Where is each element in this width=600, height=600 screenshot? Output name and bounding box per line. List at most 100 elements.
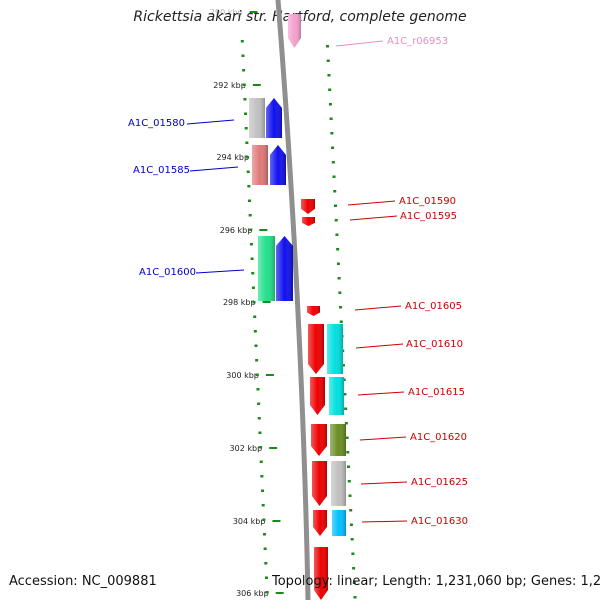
minor-tick-left: [246, 156, 250, 159]
label-leader-line: [360, 481, 408, 485]
minor-tick-right: [334, 219, 338, 222]
gene-arrow[interactable]: [314, 547, 328, 600]
minor-tick-left: [246, 170, 250, 173]
minor-tick-right: [345, 436, 349, 439]
minor-tick-left: [245, 141, 249, 144]
minor-tick-left: [259, 460, 263, 463]
cog-block[interactable]: [252, 145, 268, 185]
minor-tick-right: [347, 480, 351, 483]
minor-tick-left: [244, 112, 248, 115]
gene-label[interactable]: A1C_01615: [408, 387, 465, 398]
gene-label[interactable]: A1C_01580: [128, 118, 185, 129]
gene-label[interactable]: A1C_01600: [139, 267, 196, 278]
cog-block[interactable]: [327, 324, 343, 374]
minor-tick-left: [250, 257, 254, 260]
minor-tick-left: [264, 576, 268, 579]
gene-arrow[interactable]: [288, 14, 301, 48]
minor-tick-right: [327, 74, 331, 77]
label-leader-line: [335, 40, 384, 47]
minor-tick-right: [328, 103, 332, 106]
minor-tick-right: [348, 494, 352, 497]
minor-tick-left: [249, 228, 253, 231]
minor-tick-left: [241, 54, 245, 57]
gene-arrow[interactable]: [276, 236, 293, 301]
minor-tick-right: [335, 233, 339, 236]
gene-arrow[interactable]: [313, 510, 327, 536]
minor-tick-right: [350, 538, 354, 541]
minor-tick-right: [339, 306, 343, 309]
scale-tick-label: 290 kbp: [210, 8, 243, 17]
genome-stats: Topology: linear; Length: 1,231,060 bp; …: [272, 574, 600, 589]
scale-tick-label: 296 kbp: [220, 226, 253, 235]
gene-arrow[interactable]: [312, 461, 327, 506]
gene-arrow[interactable]: [308, 324, 324, 374]
gene-arrow[interactable]: [310, 377, 325, 415]
minor-tick-right: [344, 407, 348, 410]
scale-tick-label: 298 kbp: [223, 298, 256, 307]
minor-tick-left: [255, 359, 259, 362]
label-leader-line: [354, 305, 402, 311]
minor-tick-right: [326, 59, 330, 62]
minor-tick-left: [261, 489, 265, 492]
minor-tick-right: [326, 45, 329, 48]
label-leader-line: [347, 200, 396, 206]
minor-tick-right: [333, 204, 337, 207]
label-leader-line: [186, 119, 235, 125]
minor-tick-left: [254, 344, 258, 347]
minor-tick-right: [330, 132, 334, 135]
minor-tick-right: [333, 190, 337, 193]
minor-tick-left: [240, 40, 244, 43]
minor-tick-right: [347, 465, 351, 468]
scale-tick: 290 kbp: [210, 8, 258, 17]
minor-tick-left: [258, 431, 262, 434]
cog-block[interactable]: [329, 377, 344, 415]
scale-tick: 300 kbp: [226, 371, 274, 380]
scale-tick-label: 292 kbp: [213, 81, 246, 90]
gene-label[interactable]: A1C_01585: [133, 165, 190, 176]
label-leader-line: [359, 436, 407, 441]
cog-block[interactable]: [330, 424, 346, 456]
minor-tick-left: [249, 243, 253, 246]
minor-tick-right: [346, 451, 350, 454]
cog-block[interactable]: [258, 236, 275, 301]
minor-tick-right: [336, 248, 340, 251]
minor-tick-left: [252, 301, 256, 304]
minor-tick-left: [242, 83, 246, 86]
gene-arrow[interactable]: [307, 306, 320, 316]
gene-arrow[interactable]: [270, 145, 286, 185]
gene-arrow[interactable]: [311, 424, 327, 456]
scale-tick-label: 294 kbp: [216, 153, 249, 162]
gene-arrow[interactable]: [301, 199, 315, 214]
minor-tick-left: [253, 330, 257, 333]
cog-block[interactable]: [332, 510, 346, 536]
gene-label[interactable]: A1C_01630: [411, 516, 468, 527]
minor-tick-right: [351, 552, 355, 555]
minor-tick-right: [337, 277, 341, 280]
scale-ticks: 290 kbp 292 kbp 294 kbp 296 kbp 298 kbp 300 k…: [210, 8, 284, 598]
cog-block[interactable]: [331, 461, 346, 506]
minor-tick-right: [331, 161, 335, 164]
gene-label[interactable]: A1C_01610: [406, 339, 463, 350]
minor-tick-left: [257, 417, 261, 420]
gene-labels: A1C_r06953 A1C_01580 A1C_01585 A1C_01590 A1C…: [128, 36, 468, 527]
minor-tick-left: [261, 504, 265, 507]
minor-ticks: [240, 40, 357, 599]
cog-block[interactable]: [249, 98, 265, 138]
minor-tick-left: [251, 286, 255, 289]
minor-tick-right: [329, 117, 333, 120]
gene-label[interactable]: A1C_01590: [399, 196, 456, 207]
minor-tick-left: [264, 562, 268, 565]
minor-tick-right: [332, 175, 336, 178]
gene-label[interactable]: A1C_01595: [400, 211, 457, 222]
minor-tick-left: [243, 98, 247, 101]
label-leader-line: [349, 215, 398, 221]
gene-label[interactable]: A1C_01620: [410, 432, 467, 443]
gene-label[interactable]: A1C_01625: [411, 477, 468, 488]
gene-arrow[interactable]: [266, 98, 282, 138]
gene-label[interactable]: A1C_01605: [405, 301, 462, 312]
gene-label[interactable]: A1C_r06953: [387, 36, 448, 47]
gene-arrow[interactable]: [302, 217, 315, 226]
minor-tick-left: [251, 272, 255, 275]
gene-features: [249, 14, 346, 600]
